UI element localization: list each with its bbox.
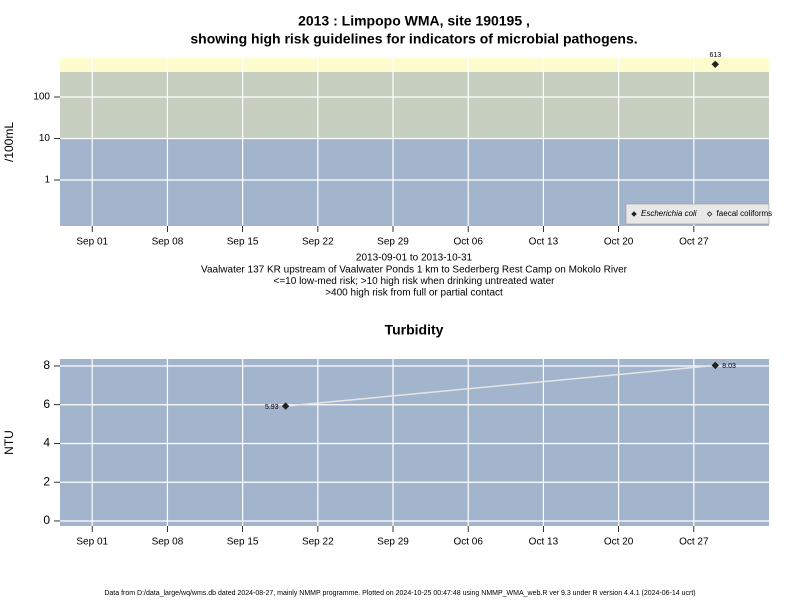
- x-tick-label: Oct 06: [453, 237, 483, 248]
- data-label: 613: [709, 52, 721, 59]
- chart-title: Turbidity: [385, 322, 444, 338]
- y-tick-label: 2: [43, 474, 50, 488]
- x-tick-label: Oct 13: [529, 537, 559, 548]
- legend-label: faecal coliforms: [717, 209, 773, 218]
- chart-note: <=10 low-med risk; >10 high risk when dr…: [274, 276, 556, 287]
- x-tick-label: Sep 22: [302, 537, 334, 548]
- legend-box: [625, 203, 770, 225]
- chart-title: 2013 : Limpopo WMA, site 190195 ,: [298, 13, 530, 29]
- y-tick-label: 6: [43, 397, 50, 411]
- y-axis-label: /100mL: [2, 122, 16, 162]
- chart-note: 2013-09-01 to 2013-10-31: [356, 253, 473, 264]
- risk-band: [60, 58, 769, 73]
- x-tick-label: Oct 27: [679, 237, 709, 248]
- y-tick-label: 8: [43, 358, 50, 372]
- x-tick-label: Sep 15: [227, 237, 259, 248]
- y-tick-label: 10: [39, 133, 51, 144]
- legend-marker: [706, 211, 713, 217]
- y-axis-label: NTU: [2, 430, 16, 455]
- x-tick-label: Oct 20: [604, 237, 634, 248]
- y-tick-label: 1: [44, 175, 50, 186]
- plot-background: [60, 359, 769, 526]
- x-tick-label: Oct 13: [529, 237, 559, 248]
- legend-marker: [631, 211, 637, 217]
- y-tick-label: 4: [43, 436, 50, 450]
- x-tick-label: Sep 01: [76, 537, 108, 548]
- x-tick-label: Sep 01: [76, 237, 108, 248]
- x-tick-label: Sep 29: [377, 537, 409, 548]
- x-tick-label: Oct 27: [679, 537, 709, 548]
- data-label: 5.93: [265, 404, 279, 411]
- data-point: [711, 361, 719, 370]
- data-point: [711, 60, 719, 69]
- x-tick-label: Sep 08: [152, 537, 184, 548]
- x-tick-label: Sep 22: [302, 237, 334, 248]
- chart-title: showing high risk guidelines for indicat…: [190, 31, 637, 47]
- risk-band: [60, 72, 769, 139]
- data-line: [285, 364, 716, 407]
- x-tick-label: Sep 15: [227, 537, 259, 548]
- data-label: 8.03: [722, 363, 736, 370]
- chart-note: >400 high risk from full or partial cont…: [325, 288, 503, 299]
- y-tick-label: 0: [43, 513, 50, 527]
- x-tick-label: Oct 20: [604, 537, 634, 548]
- chart-note: Vaalwater 137 KR upstream of Vaalwater P…: [201, 264, 628, 275]
- y-tick-label: 100: [33, 92, 50, 103]
- x-tick-label: Sep 29: [377, 237, 409, 248]
- x-tick-label: Sep 08: [152, 237, 184, 248]
- data-point: [281, 402, 290, 410]
- x-tick-label: Oct 06: [453, 537, 483, 548]
- footer: Data from D:/data_large/wq/wms.db dated …: [104, 590, 695, 597]
- legend-label: Escherichia coli: [641, 209, 697, 218]
